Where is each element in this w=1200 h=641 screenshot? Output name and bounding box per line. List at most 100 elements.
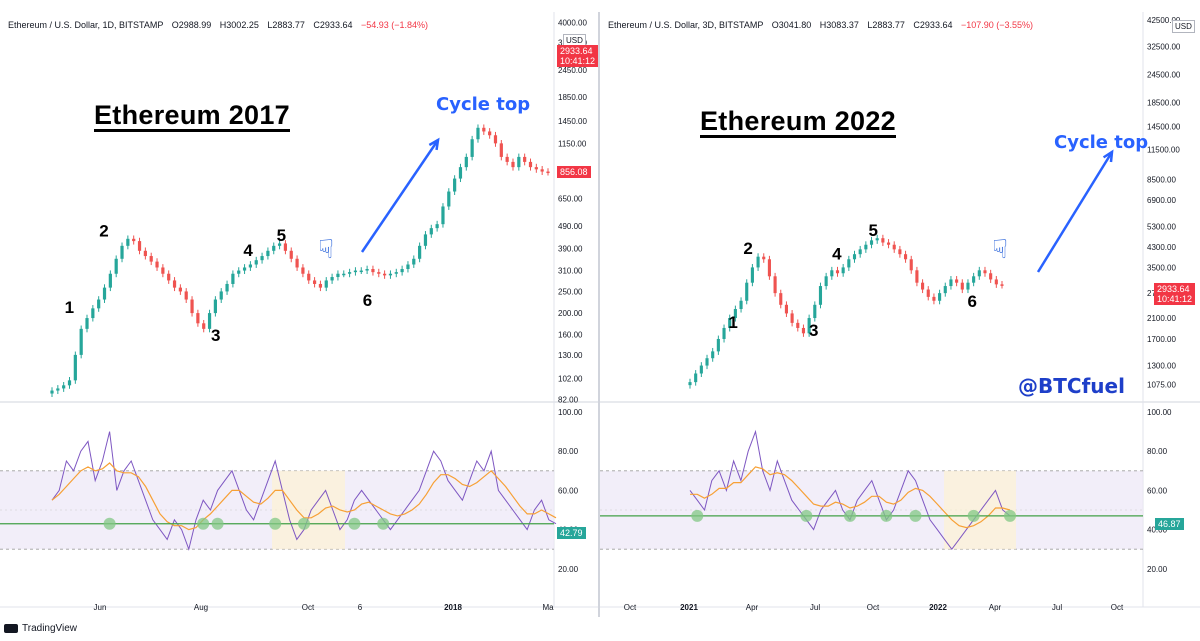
rsi-current-box-right: 46.87: [1155, 518, 1184, 530]
candle-body: [807, 318, 811, 334]
candle-body: [892, 244, 896, 250]
candle-body: [824, 276, 828, 287]
price-tick-label: 1150.00: [558, 139, 587, 148]
tradingview-logo[interactable]: TradingView: [4, 623, 77, 634]
candle-body: [458, 167, 463, 179]
candle-body: [330, 277, 334, 281]
candle-body: [207, 313, 212, 329]
panel-divider[interactable]: [598, 12, 600, 617]
candle-body: [423, 234, 428, 246]
wave-label-4: 4: [243, 241, 253, 260]
candle-body: [225, 283, 229, 292]
candle-body: [219, 291, 223, 300]
rsi-ma-line: [690, 466, 1011, 529]
change-value: −54.93 (−1.84%): [360, 20, 429, 30]
candle-body: [295, 258, 299, 268]
time-axis-label: Apr: [746, 603, 759, 612]
rsi-tick-label: 60.00: [1147, 486, 1168, 495]
candle-body: [534, 167, 538, 170]
candle-body: [126, 238, 130, 246]
time-axis-label: Oct: [624, 603, 637, 612]
currency-label-right: USD: [1172, 20, 1195, 33]
candle-body: [858, 249, 862, 255]
candle-body: [406, 264, 410, 270]
candle-body: [272, 245, 276, 251]
time-axis-label: Ma: [542, 603, 554, 612]
candle-body: [745, 282, 749, 301]
time-axis-label: 2018: [444, 603, 462, 612]
price-tick-label: 250.00: [558, 287, 583, 296]
price-tick-label: 2450.00: [558, 66, 587, 75]
candle-body: [499, 143, 503, 157]
cycle-top-arrow: [360, 139, 440, 253]
wave-label-3: 3: [809, 321, 818, 340]
price-tick-label: 18500.00: [1147, 98, 1181, 107]
candle-body: [898, 249, 902, 255]
candle-body: [938, 293, 942, 301]
last-price-time: 10:41:12: [560, 56, 596, 66]
candle-body: [347, 272, 352, 274]
price-tick-label: 490.00: [558, 222, 583, 231]
last-price-box-right: 2933.64 10:41:12: [1154, 283, 1196, 305]
last-price: 2933.64: [1157, 284, 1190, 294]
candle-body: [155, 261, 159, 268]
candle-body: [237, 270, 241, 274]
candle-body: [132, 238, 136, 242]
candle-body: [353, 270, 358, 273]
candle-body: [412, 258, 416, 265]
candle-body: [983, 270, 987, 274]
price-tick-label: 200.00: [558, 309, 583, 318]
tradingview-logo-icon: [4, 623, 18, 633]
price-tick-label: 1075.00: [1147, 380, 1176, 389]
candle-body: [476, 127, 480, 140]
candle-body: [365, 269, 369, 271]
candle-body: [517, 156, 521, 168]
rsi-touch-point: [880, 509, 893, 522]
symbol-header: Ethereum / U.S. Dollar, 3D, BITSTAMP O30…: [608, 20, 1033, 30]
candle-body: [750, 267, 754, 283]
candle-body: [137, 241, 142, 251]
candle-body: [429, 228, 433, 235]
candle-body: [400, 269, 404, 273]
wave-label-5: 5: [277, 226, 286, 245]
cycle-top-label-left: Cycle top: [436, 94, 531, 115]
candle-body: [493, 135, 498, 144]
candle-body: [921, 282, 925, 290]
candle-body: [324, 280, 328, 288]
candle-body: [359, 270, 363, 273]
chart-panel-left[interactable]: Ethereum / U.S. Dollar, 1D, BITSTAMP O29…: [0, 12, 599, 617]
candle-body: [835, 270, 840, 274]
candle-body: [482, 127, 486, 132]
rsi-touch-point: [197, 517, 210, 530]
price-tick-label: 1450.00: [558, 117, 587, 126]
candle-body: [790, 313, 794, 323]
candle-body: [523, 156, 527, 162]
candle-body: [56, 388, 60, 391]
candle-body: [904, 254, 908, 260]
price-tick-label: 32500.00: [1147, 43, 1181, 52]
pointing-hand-icon: ☟: [992, 234, 1008, 264]
candle-body: [184, 291, 188, 300]
chart-panel-right[interactable]: Ethereum / U.S. Dollar, 3D, BITSTAMP O30…: [600, 12, 1200, 617]
price-tick-label: 1300.00: [1147, 362, 1176, 371]
candle-body: [505, 156, 509, 162]
rsi-touch-point: [1004, 509, 1016, 522]
rsi-touch-point: [103, 517, 116, 530]
candle-body: [85, 318, 89, 329]
cycle-top-label-right: Cycle top: [1054, 132, 1149, 153]
symbol-label: Ethereum / U.S. Dollar, 3D, BITSTAMP: [608, 20, 764, 30]
candle-body: [196, 313, 200, 324]
price-tick-label: 4000.00: [558, 18, 587, 27]
candle-body: [307, 273, 311, 281]
candle-body: [371, 269, 375, 273]
open-value: O3041.80: [771, 20, 812, 30]
candle-body: [161, 267, 165, 274]
candle-body: [756, 256, 760, 268]
rsi-touch-point: [298, 517, 310, 530]
price-tick-label: 42500.00: [1147, 16, 1181, 25]
high-value: H3002.25: [219, 20, 259, 30]
chart-canvas-right[interactable]: 42500.0032500.0024500.0018500.0014500.00…: [600, 12, 1200, 617]
candle-body: [767, 259, 771, 277]
chart-title-right: Ethereum 2022: [700, 106, 896, 136]
rsi-current-box-left: 42.79: [557, 527, 586, 539]
